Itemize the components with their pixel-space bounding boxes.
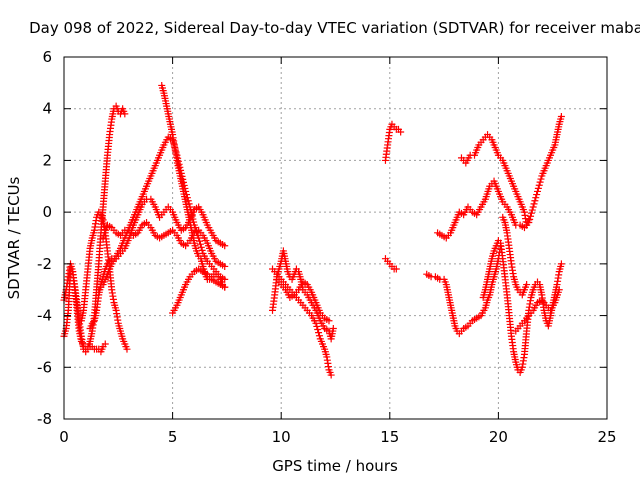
data-point xyxy=(527,212,535,220)
series-track-6 xyxy=(99,218,229,270)
y-tick-label: -8 xyxy=(37,410,52,428)
data-point xyxy=(534,184,542,192)
plot-frame xyxy=(63,56,608,420)
series-track-8 xyxy=(169,265,229,317)
y-tick-label: -2 xyxy=(37,255,52,273)
data-point xyxy=(533,187,541,195)
y-tick-label: 0 xyxy=(42,203,52,221)
data-point xyxy=(101,340,109,348)
x-tick-label: 25 xyxy=(597,428,616,446)
series-track-3 xyxy=(77,208,131,353)
data-point xyxy=(327,371,335,379)
data-point xyxy=(123,345,131,353)
data-points xyxy=(60,81,565,379)
data-point xyxy=(314,326,322,334)
y-axis-label: SDTVAR / TECUs xyxy=(5,176,23,299)
y-tick-label: -4 xyxy=(37,307,52,325)
data-point xyxy=(312,319,320,327)
data-point xyxy=(315,332,323,340)
x-tick-label: 0 xyxy=(59,428,69,446)
data-point xyxy=(532,194,540,202)
data-point xyxy=(557,260,565,268)
x-tick-label: 15 xyxy=(380,428,399,446)
series-track-2 xyxy=(60,260,109,356)
data-point xyxy=(188,212,196,220)
data-point xyxy=(528,206,536,214)
data-point xyxy=(313,322,321,330)
series-track-16 xyxy=(457,131,533,229)
y-tick-label: -6 xyxy=(37,358,52,376)
data-point xyxy=(221,262,229,270)
data-point xyxy=(397,128,405,136)
data-point xyxy=(325,317,333,325)
data-point xyxy=(531,197,539,205)
data-point xyxy=(533,191,541,199)
y-tick-label: 6 xyxy=(42,48,52,66)
axis-ticks: 0 5 10 15 20 25 -8 -6 -4 -2 0 2 4 6 xyxy=(37,48,617,446)
data-point xyxy=(197,243,205,251)
data-point xyxy=(555,286,563,294)
data-point xyxy=(221,283,229,291)
x-tick-label: 10 xyxy=(272,428,291,446)
y-tick-label: 2 xyxy=(42,151,52,169)
series-track-13 xyxy=(381,255,400,273)
x-tick-label: 5 xyxy=(168,428,178,446)
data-point xyxy=(530,200,538,208)
series-track-19 xyxy=(512,286,563,335)
data-point xyxy=(523,281,531,289)
data-point xyxy=(221,242,229,250)
chart-title: Day 098 of 2022, Sidereal Day-to-day VTE… xyxy=(29,19,640,37)
series-track-11 xyxy=(273,275,333,325)
data-point xyxy=(535,181,543,189)
data-point xyxy=(536,178,544,186)
data-point xyxy=(537,175,545,183)
data-point xyxy=(315,329,323,337)
series-track-18 xyxy=(499,213,531,299)
x-axis-label: GPS time / hours xyxy=(272,457,398,475)
data-point xyxy=(392,265,400,273)
data-point xyxy=(121,110,129,118)
data-point xyxy=(196,240,204,248)
data-point xyxy=(187,209,195,217)
x-tick-label: 20 xyxy=(489,428,508,446)
data-point xyxy=(525,216,533,224)
data-point xyxy=(527,209,535,217)
series-track-12 xyxy=(381,120,405,164)
data-point xyxy=(329,325,337,332)
data-point xyxy=(557,112,565,120)
y-tick-label: 4 xyxy=(42,100,52,118)
data-point xyxy=(529,203,537,211)
